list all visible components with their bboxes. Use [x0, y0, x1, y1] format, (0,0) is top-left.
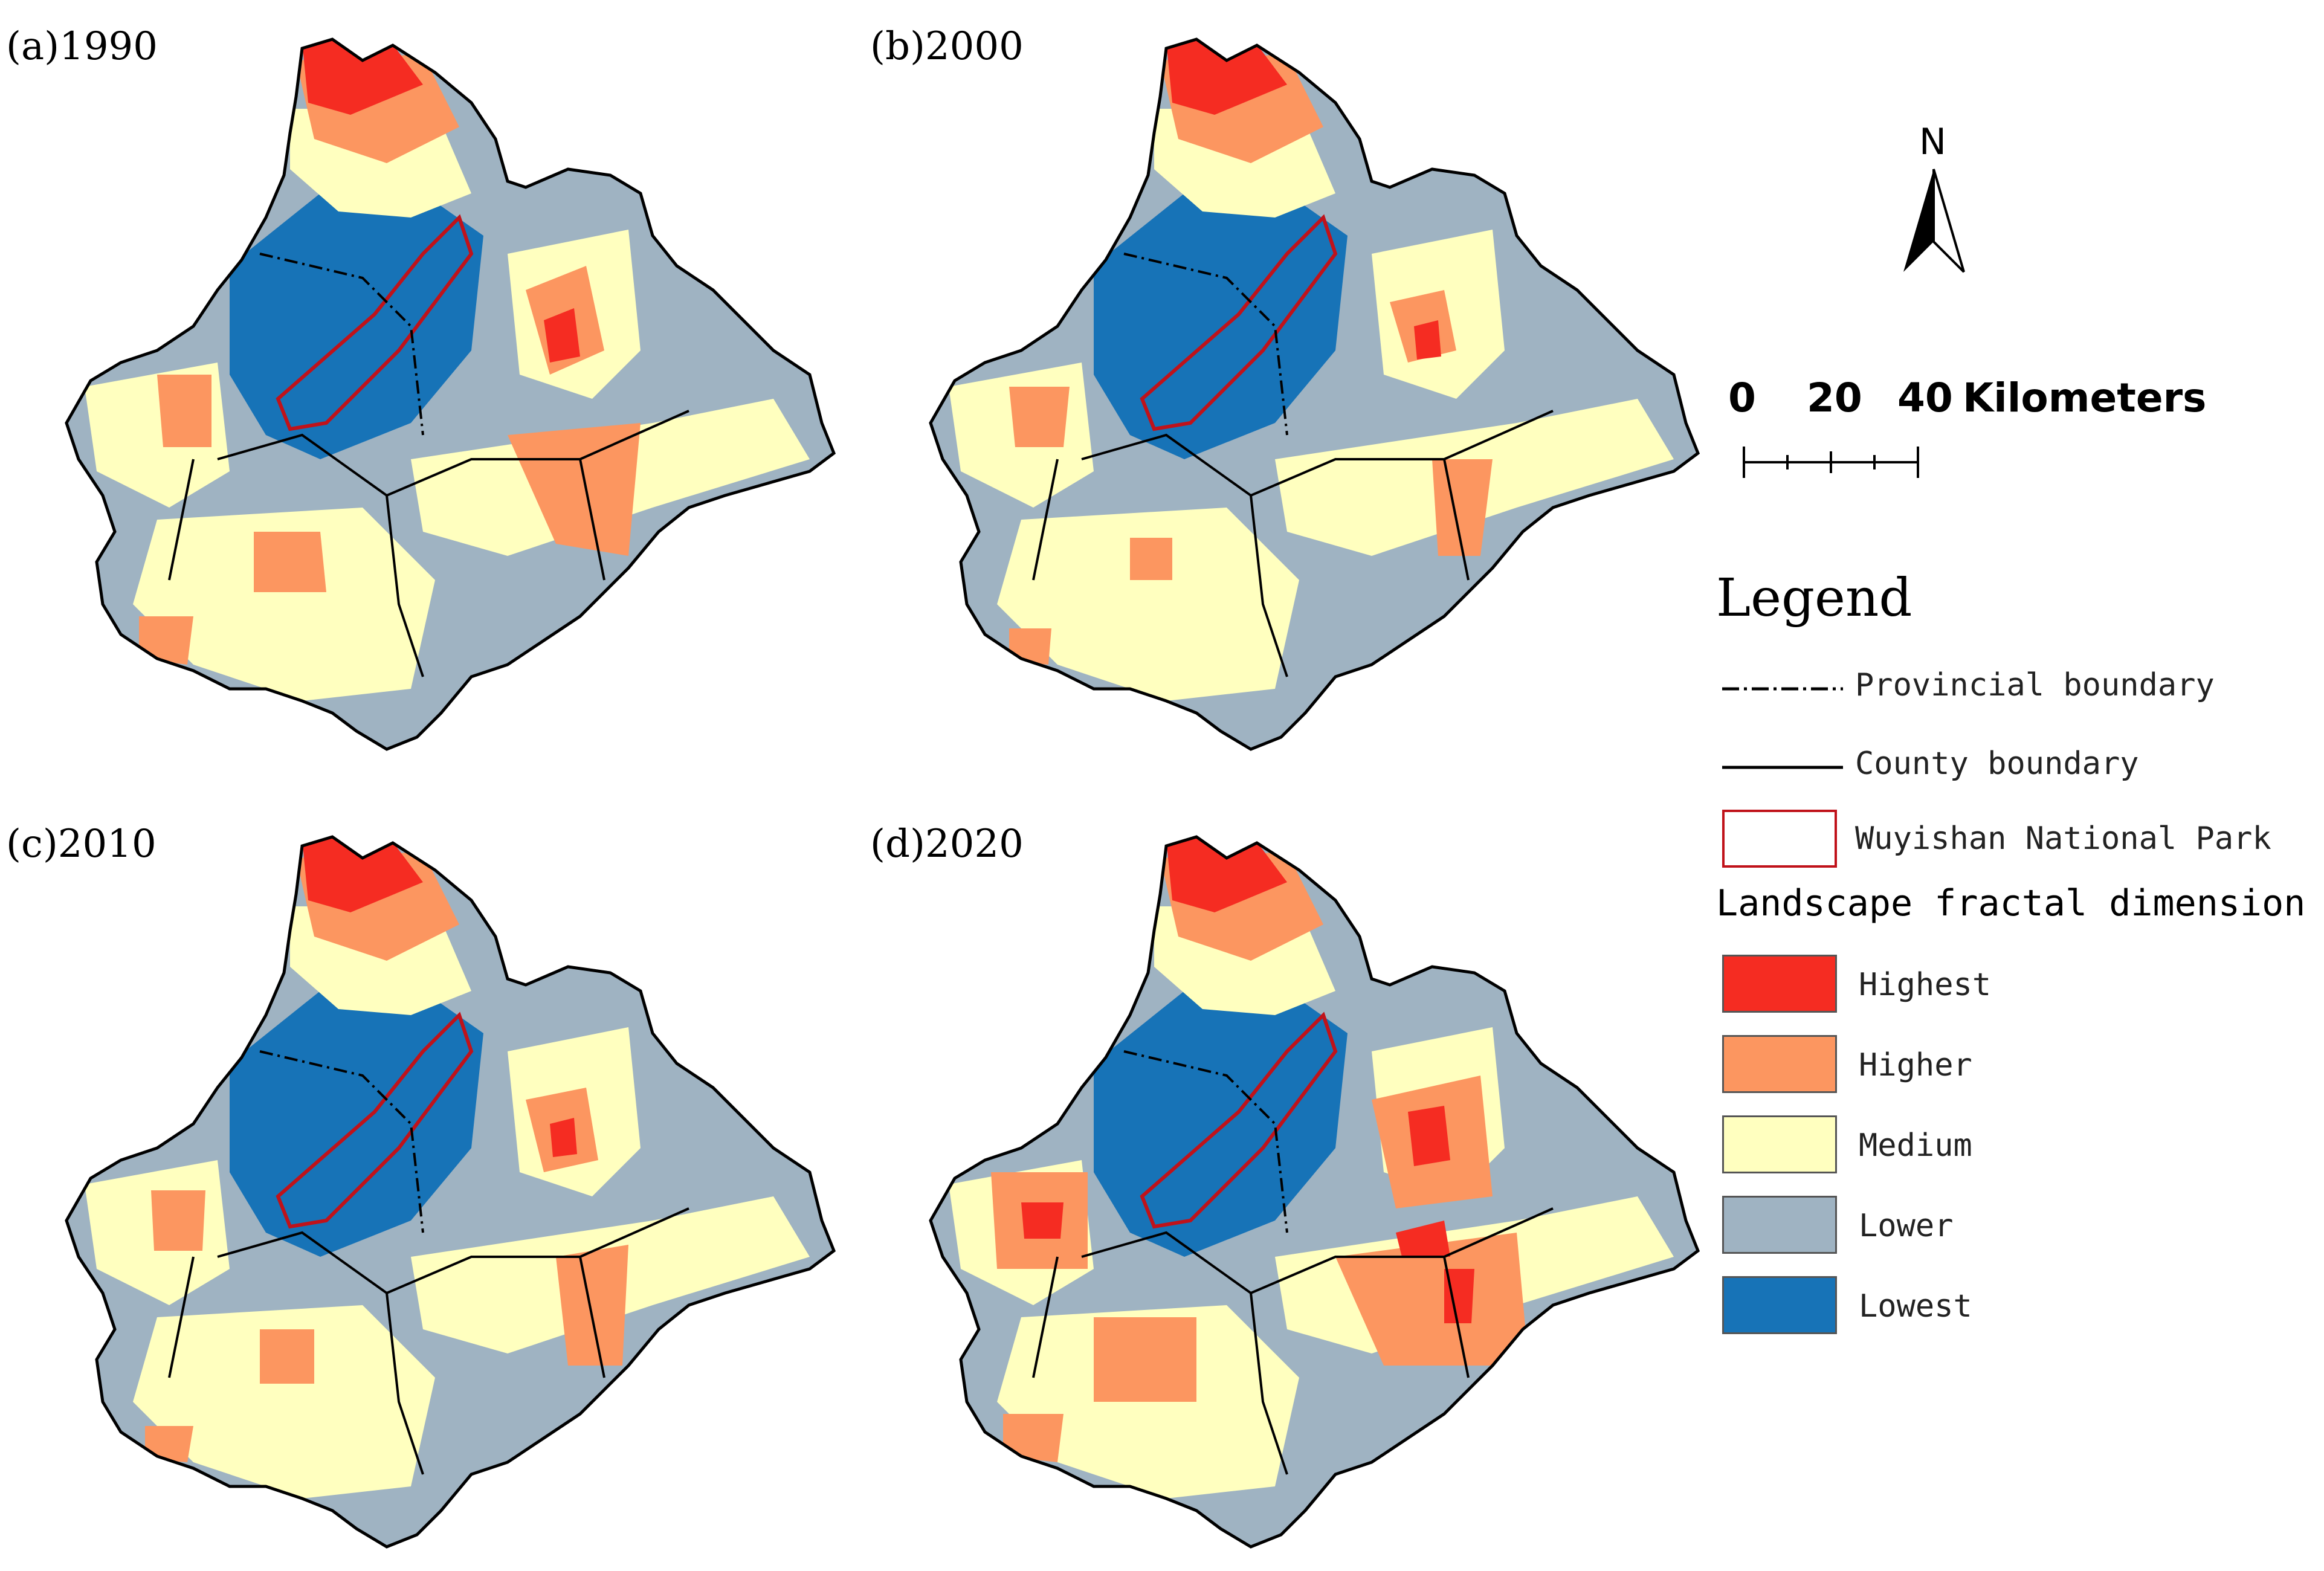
class-label-highest: Highest — [1859, 967, 1992, 1003]
class-label-lowest: Lowest — [1859, 1288, 1972, 1324]
county-line-symbol — [1722, 766, 1843, 769]
scale-bar — [1743, 447, 1919, 478]
swatch-medium — [1722, 1115, 1837, 1173]
scale-tick-20: 20 — [1807, 375, 1862, 421]
swatch-lowest — [1722, 1276, 1837, 1334]
park-outline-symbol — [1722, 810, 1837, 868]
legend-provincial-label: Provincial boundary — [1855, 667, 2215, 703]
provincial-line-symbol — [1722, 687, 1843, 691]
legend-county-label: County boundary — [1855, 746, 2139, 782]
scale-unit: Kilometers — [1963, 375, 2207, 421]
swatch-lower — [1722, 1196, 1837, 1254]
panel-label: (c)2010 — [6, 822, 157, 866]
legend-provincial: Provincial boundary — [1716, 665, 2320, 725]
class-label-lower: Lower — [1859, 1208, 1954, 1244]
legend-park-label: Wuyishan National Park — [1855, 821, 2271, 857]
legend-title: Legend — [1716, 568, 1912, 628]
class-label-medium: Medium — [1859, 1127, 1972, 1164]
map-2000 — [870, 24, 1704, 773]
scale-tick-40: 40 — [1897, 375, 1953, 421]
map-panel-2020: (d)2020 — [870, 822, 1704, 1571]
swatch-higher — [1722, 1035, 1837, 1093]
scale-tick-0: 0 — [1728, 375, 1756, 421]
map-2010 — [6, 822, 840, 1571]
legend-county: County boundary — [1716, 743, 2320, 804]
swatch-highest — [1722, 955, 1837, 1013]
panel-label: (a)1990 — [6, 24, 158, 69]
north-arrow: N — [1891, 121, 1976, 278]
north-arrow-icon — [1903, 169, 1965, 273]
map-1990 — [6, 24, 840, 773]
map-panel-2000: (b)2000 — [870, 24, 1704, 773]
north-letter: N — [1919, 121, 1946, 163]
map-panel-1990: (a)1990 — [6, 24, 840, 773]
legend-section-title: Landscape fractal dimension — [1716, 882, 2306, 924]
panel-label: (b)2000 — [870, 24, 1024, 69]
legend-park: Wuyishan National Park — [1716, 810, 2320, 870]
class-label-higher: Higher — [1859, 1047, 1972, 1083]
map-panel-2010: (c)2010 — [6, 822, 840, 1571]
panel-label: (d)2020 — [870, 822, 1024, 866]
map-2020 — [870, 822, 1704, 1571]
